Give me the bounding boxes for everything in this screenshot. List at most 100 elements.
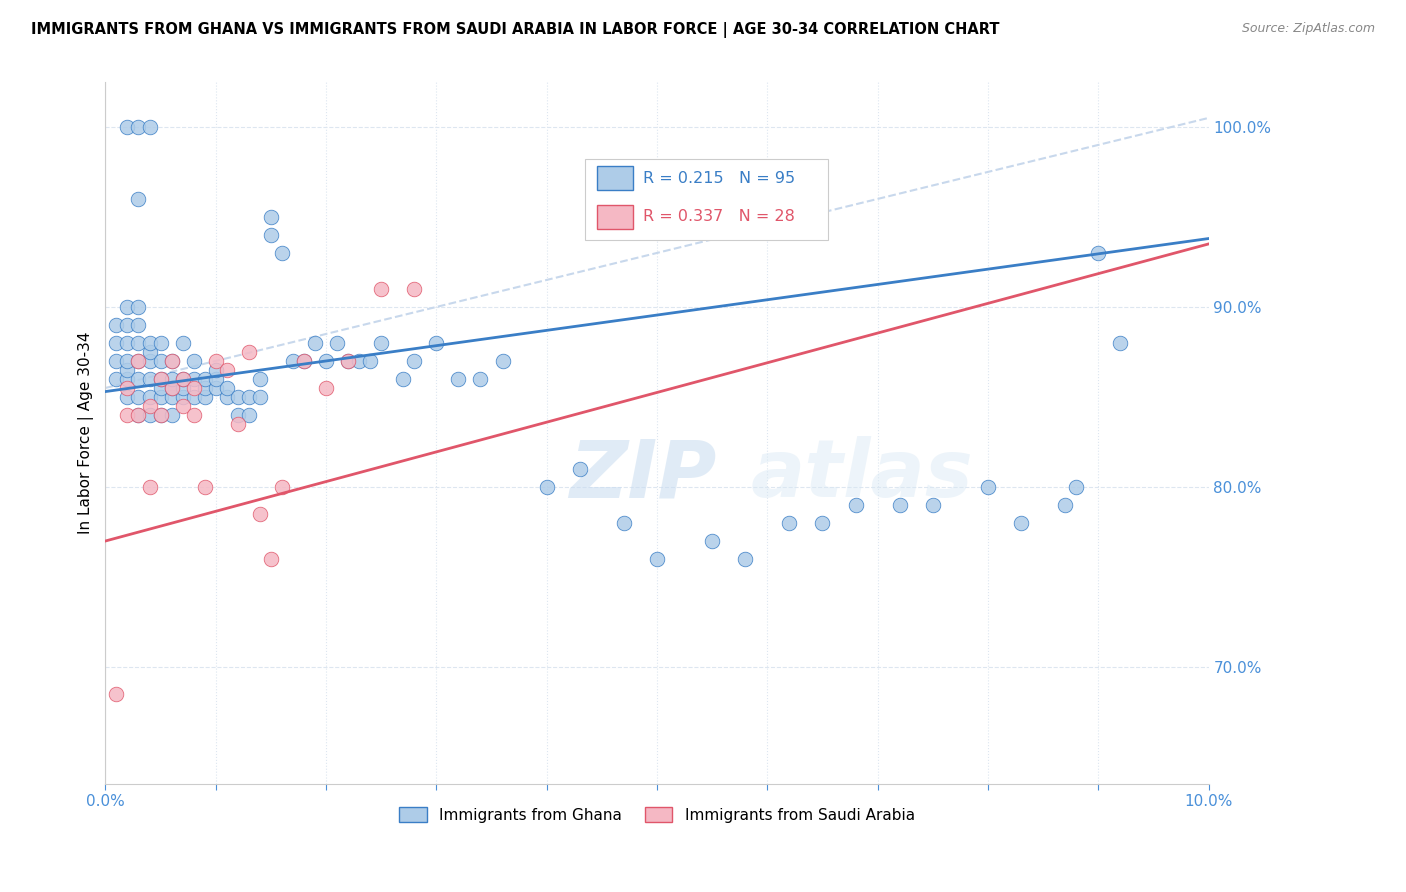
Point: [204, 372, 226, 386]
Text: R = 0.215   N = 95: R = 0.215 N = 95: [643, 170, 794, 186]
Point: [149, 335, 172, 350]
Point: [1109, 335, 1132, 350]
Point: [105, 687, 128, 701]
Point: [138, 372, 160, 386]
Legend: Immigrants from Ghana, Immigrants from Saudi Arabia: Immigrants from Ghana, Immigrants from S…: [394, 801, 921, 829]
Point: [304, 335, 326, 350]
Point: [149, 381, 172, 395]
Point: [1087, 246, 1109, 260]
Point: [127, 390, 149, 404]
Point: [172, 390, 194, 404]
FancyBboxPatch shape: [585, 159, 828, 240]
Point: [105, 318, 128, 332]
Point: [215, 381, 238, 395]
Text: atlas: atlas: [751, 436, 973, 514]
Point: [117, 335, 139, 350]
Point: [315, 354, 337, 368]
Point: [326, 335, 349, 350]
Point: [149, 372, 172, 386]
Point: [204, 354, 226, 368]
Point: [204, 381, 226, 395]
Point: [127, 192, 149, 206]
Point: [238, 345, 260, 359]
Point: [117, 120, 139, 134]
Point: [194, 372, 217, 386]
Point: [260, 210, 283, 224]
Point: [117, 390, 139, 404]
Point: [215, 390, 238, 404]
Point: [404, 354, 426, 368]
Point: [149, 390, 172, 404]
Point: [613, 516, 636, 530]
Point: [160, 372, 183, 386]
Point: [1064, 480, 1087, 494]
Point: [172, 335, 194, 350]
Point: [160, 381, 183, 395]
Point: [249, 507, 271, 521]
Point: [921, 498, 943, 512]
Point: [270, 480, 292, 494]
Point: [127, 408, 149, 422]
Point: [183, 372, 205, 386]
Point: [183, 390, 205, 404]
Point: [568, 462, 591, 476]
Point: [447, 372, 470, 386]
Point: [160, 408, 183, 422]
Point: [138, 120, 160, 134]
Point: [138, 335, 160, 350]
Point: [183, 354, 205, 368]
Point: [347, 354, 370, 368]
Point: [194, 390, 217, 404]
Point: [138, 345, 160, 359]
Point: [778, 516, 800, 530]
Point: [645, 552, 668, 566]
Point: [392, 372, 415, 386]
Point: [172, 381, 194, 395]
Point: [127, 354, 149, 368]
Point: [977, 480, 1000, 494]
Point: [270, 246, 292, 260]
Point: [292, 354, 315, 368]
Point: [117, 408, 139, 422]
Point: [370, 282, 392, 296]
Point: [1054, 498, 1077, 512]
Point: [127, 318, 149, 332]
Point: [281, 354, 304, 368]
Point: [337, 354, 360, 368]
Point: [172, 372, 194, 386]
Point: [370, 335, 392, 350]
Point: [127, 335, 149, 350]
Point: [117, 318, 139, 332]
Point: [226, 390, 249, 404]
Point: [127, 408, 149, 422]
Point: [337, 354, 360, 368]
Point: [149, 372, 172, 386]
Point: [127, 372, 149, 386]
Point: [117, 354, 139, 368]
Point: [215, 363, 238, 377]
Point: [470, 372, 492, 386]
Point: [1010, 516, 1032, 530]
Point: [889, 498, 911, 512]
Point: [138, 390, 160, 404]
Point: [292, 354, 315, 368]
Text: Source: ZipAtlas.com: Source: ZipAtlas.com: [1241, 22, 1375, 36]
Point: [315, 381, 337, 395]
Point: [127, 354, 149, 368]
Point: [194, 381, 217, 395]
Point: [160, 390, 183, 404]
Point: [160, 354, 183, 368]
Point: [811, 516, 834, 530]
Point: [249, 372, 271, 386]
Point: [117, 381, 139, 395]
Point: [138, 399, 160, 413]
Point: [117, 372, 139, 386]
Text: IMMIGRANTS FROM GHANA VS IMMIGRANTS FROM SAUDI ARABIA IN LABOR FORCE | AGE 30-34: IMMIGRANTS FROM GHANA VS IMMIGRANTS FROM…: [31, 22, 1000, 38]
Point: [404, 282, 426, 296]
Point: [425, 335, 447, 350]
Point: [204, 363, 226, 377]
Point: [117, 363, 139, 377]
Point: [226, 408, 249, 422]
Point: [138, 408, 160, 422]
Point: [117, 300, 139, 314]
